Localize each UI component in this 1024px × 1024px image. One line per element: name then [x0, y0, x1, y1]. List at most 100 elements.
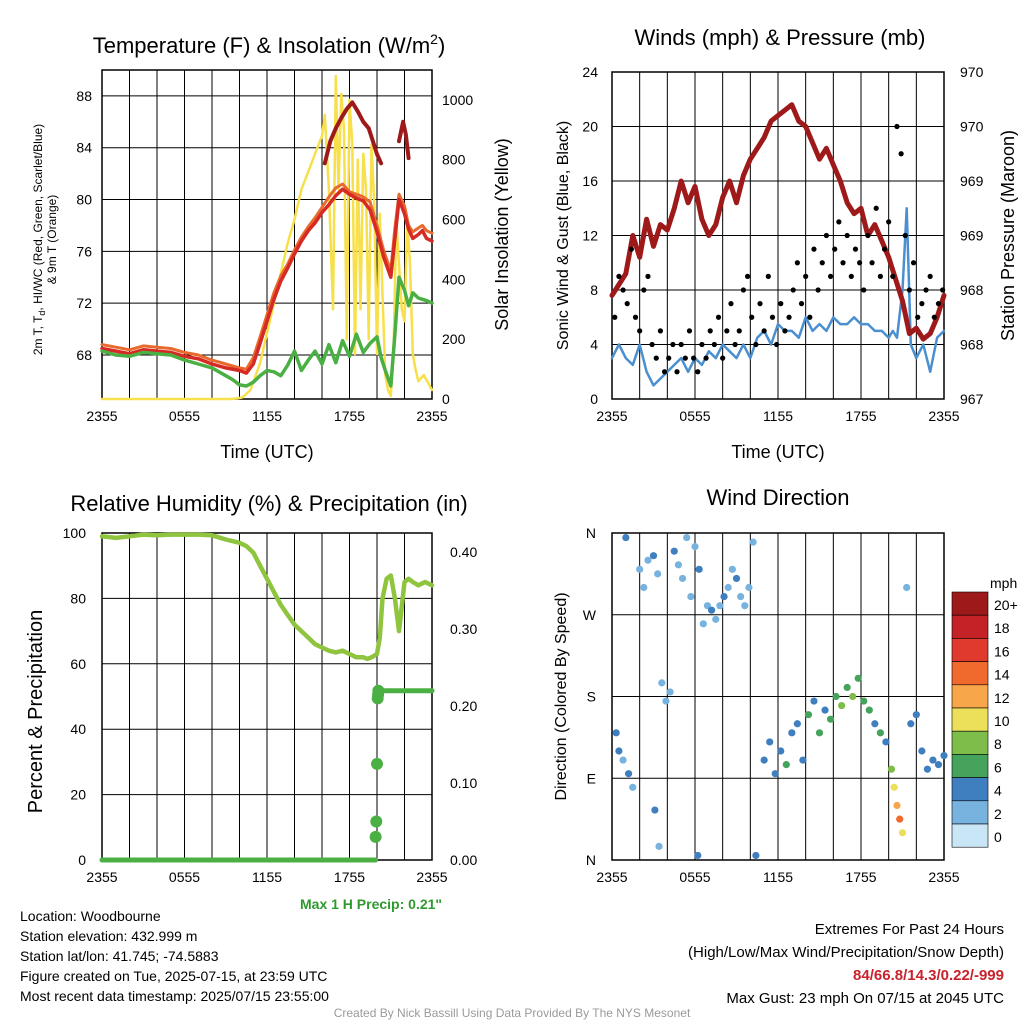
direction-point	[674, 561, 683, 569]
direction-point	[737, 592, 745, 601]
direction-point	[741, 602, 749, 610]
gust-point	[753, 341, 759, 348]
panel-temperature: 2355 0555 1155 1755 2355 Temperature (F) & In…	[31, 31, 512, 462]
y-tick-label-right: 800	[442, 152, 466, 168]
gust-point	[935, 301, 942, 307]
y-tick-label-right: 969	[960, 228, 984, 244]
direction-point	[799, 756, 807, 764]
legend-swatch	[951, 661, 989, 686]
legend-swatch	[951, 684, 989, 709]
gust-point	[890, 273, 896, 279]
legend-label: 6	[994, 759, 1002, 775]
x-tick-label: 0555	[679, 869, 710, 885]
direction-point	[708, 606, 716, 614]
gust-point	[923, 287, 929, 293]
direction-point	[678, 574, 687, 583]
direction-point	[615, 747, 623, 755]
direction-point	[854, 674, 862, 682]
gust-point	[898, 151, 904, 157]
y-tick-label-left: 72	[76, 295, 92, 311]
y-tick-label-right: 970	[960, 119, 984, 135]
direction-point	[716, 602, 724, 610]
gust-point	[645, 273, 651, 279]
direction-point	[625, 770, 633, 778]
direction-point	[640, 583, 648, 592]
legend-swatch	[951, 754, 989, 778]
direction-point	[649, 552, 658, 560]
y-tick-label-right: 1000	[442, 92, 473, 108]
x-tick-label: 2355	[86, 869, 117, 885]
y-tick-label-left: 8	[590, 282, 598, 298]
gust-point	[940, 287, 946, 293]
panel-winds: 2355 0555 1155 1755 2355 Winds (mph) & Pressu…	[555, 25, 1018, 462]
gust-point	[699, 341, 705, 348]
y-tick-label-right: 0	[442, 391, 450, 407]
y-tick-label-right: 0.10	[450, 775, 477, 791]
direction-point	[760, 756, 768, 764]
y-tick-label-left: 0	[78, 852, 86, 868]
direction-point	[804, 711, 813, 719]
gust-point	[877, 273, 883, 279]
gust-point	[682, 355, 688, 361]
y-tick-label-right: 970	[960, 64, 984, 80]
direction-point	[629, 783, 637, 791]
direction-point	[918, 747, 926, 755]
gust-point	[832, 246, 838, 252]
legend-label: 0	[994, 829, 1002, 845]
gust-point	[724, 328, 730, 334]
x-tick-label: 1155	[763, 869, 793, 885]
y-axis-label-left: Direction (Colored By Speed)	[553, 592, 570, 800]
gust-point	[703, 355, 709, 361]
gust-point	[695, 369, 701, 375]
y-tick-label-left: 24	[582, 64, 598, 80]
y-tick-label-left: 20	[70, 787, 86, 803]
direction-point	[815, 729, 824, 737]
y-axis-label-left-2: & 9m T (Orange)	[45, 195, 59, 285]
direction-point	[619, 756, 627, 764]
gust-point	[769, 314, 776, 320]
y-tick-label-right: 0.30	[450, 621, 477, 637]
gust-point	[927, 273, 933, 279]
direction-point	[838, 701, 846, 710]
gust-point	[906, 287, 913, 293]
direction-point	[766, 738, 774, 746]
direction-point	[871, 720, 879, 728]
direction-point	[826, 715, 835, 723]
x-tick-label: 2355	[928, 408, 959, 424]
x-tick-label: 1155	[763, 408, 793, 424]
figure-created: Figure created on Tue, 2025-07-15, at 23…	[20, 968, 328, 984]
gust-point	[649, 341, 655, 348]
gust-point	[919, 301, 925, 307]
gust-point	[670, 341, 676, 348]
station-location: Location: Woodbourne	[20, 908, 161, 924]
gust-point	[931, 314, 937, 320]
chart-title: Relative Humidity (%) & Precipitation (i…	[70, 491, 467, 516]
direction-point	[777, 747, 785, 755]
gust-point	[765, 273, 771, 279]
direction-point	[749, 538, 757, 546]
legend-swatch	[951, 638, 989, 662]
direction-point	[934, 761, 943, 769]
precip-point	[369, 830, 382, 843]
direction-point	[703, 602, 712, 610]
gust-point	[782, 328, 788, 334]
gust-point	[691, 355, 697, 361]
gust-point	[732, 341, 738, 348]
gust-point	[661, 369, 668, 375]
gust-point	[740, 287, 747, 293]
direction-point	[893, 801, 901, 810]
y-tick-label-left: 16	[582, 173, 598, 189]
direction-point	[907, 720, 915, 728]
series-line-2b	[397, 119, 411, 161]
x-tick-label: 2355	[596, 408, 627, 424]
direction-point	[728, 565, 736, 573]
direction-point	[793, 720, 801, 728]
gust-point	[803, 273, 809, 279]
legend-title: mph	[990, 575, 1017, 591]
gust-point	[844, 232, 850, 239]
gust-point	[811, 246, 817, 252]
direction-point	[821, 706, 829, 714]
direction-point	[622, 533, 630, 542]
station-elevation: Station elevation: 432.999 m	[20, 928, 198, 944]
x-tick-label: 1755	[845, 869, 876, 885]
